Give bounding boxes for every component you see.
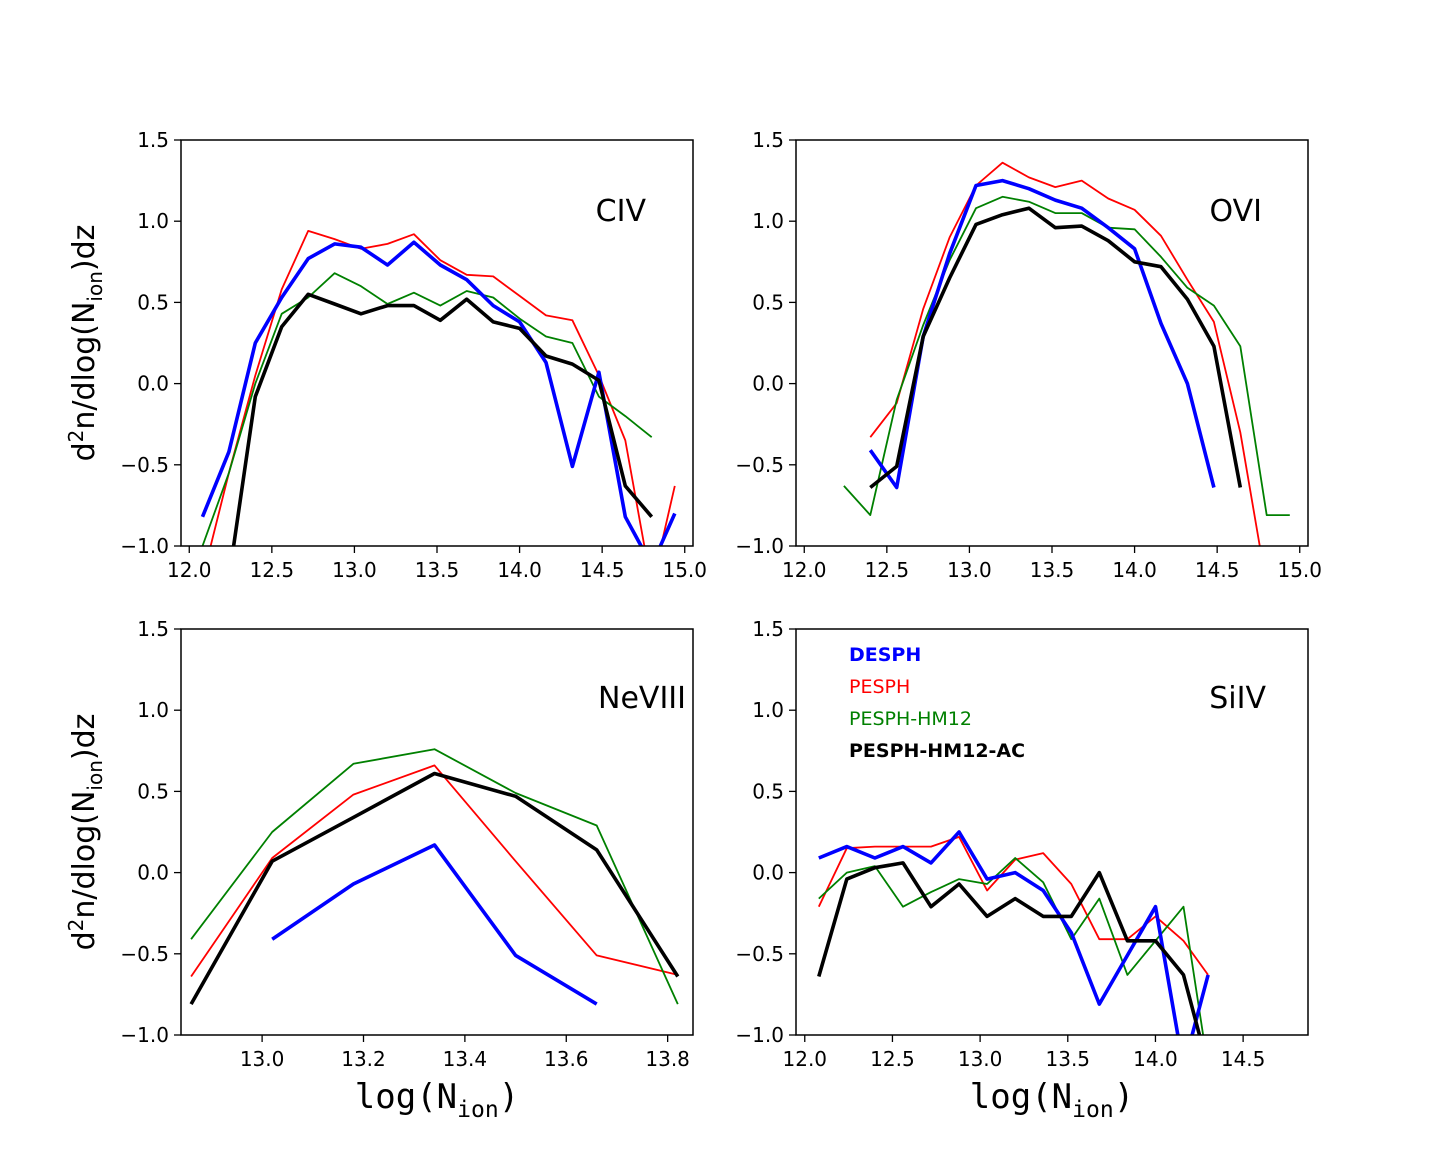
xtick-label: 13.6 [544,1047,589,1071]
ytick-label: 0.0 [752,861,784,885]
panel-title-ovi: OVI [1210,194,1262,229]
ytick-label: 0.5 [752,290,784,314]
xtick-label: 12.0 [167,558,212,582]
xtick-label: 14.5 [1195,558,1240,582]
xtick-label: 13.0 [947,558,992,582]
xtick-label: 12.0 [783,1047,828,1071]
ytick-label: 0.0 [137,372,169,396]
xtick-label: 13.4 [443,1047,488,1071]
ytick-label: 1.0 [137,209,169,233]
ytick-label: 0.5 [752,779,784,803]
xtick-label: 13.8 [645,1047,690,1071]
lines-ovi [843,161,1290,546]
yticks-ovi: −1.0 −0.5 0.0 0.5 1.0 1.5 [735,128,796,558]
ytick-label: 1.5 [752,617,784,641]
lines-neviii [189,748,680,1006]
legend: DESPH PESPH PESPH-HM12 PESPH-HM12-AC [849,644,1025,762]
series-neviii-pesph-hm12 [190,748,679,1005]
panel-civ: 12.0 12.5 13.0 13.5 14.0 14.5 15.0 −1.0 −0.5 0.0… [120,128,707,582]
series-civ-pesph-hm12 [201,272,653,546]
panel-siiv: 12.0 12.5 13.0 13.5 14.0 14.5 −1.0 −0.5 0.0 0.5 1… [735,617,1309,1071]
ytick-label: 1.0 [752,698,784,722]
ytick-label: 1.5 [137,617,169,641]
series-ovi-pesph-hm12 [843,195,1290,516]
xtick-label: 14.5 [580,558,625,582]
ylabel-top: d2n/dlog(Nion)dz [64,225,107,462]
yticks-neviii: −1.0 −0.5 0.0 0.5 1.0 1.5 [120,617,181,1047]
xtick-label: 13.0 [958,1047,1003,1071]
series-ovi-desph [868,178,1216,490]
xtick-label: 13.2 [341,1047,386,1071]
xtick-label: 13.0 [332,558,377,582]
ylabel-bottom: d2n/dlog(Nion)dz [64,714,107,951]
series-ovi-pesph [869,161,1261,546]
ytick-label: −1.0 [120,1023,169,1047]
series-siiv-pesph-hm12-ac [817,861,1202,1035]
ytick-label: 1.0 [137,698,169,722]
panel-neviii: 13.0 13.2 13.4 13.6 13.8 −1.0 −0.5 0.0 0.5 1.0 1.… [120,617,694,1071]
ytick-label: 0.5 [137,779,169,803]
ytick-label: 1.0 [752,209,784,233]
xticks-ovi: 12.0 12.5 13.0 13.5 14.0 14.5 15.0 [782,546,1322,582]
lines-siiv [817,830,1210,1035]
xtick-label: 14.0 [497,558,542,582]
ytick-label: −1.0 [735,534,784,558]
ytick-label: −1.0 [735,1023,784,1047]
panel-title-neviii: NeVIII [598,681,686,716]
xtick-label: 14.0 [1112,558,1157,582]
series-siiv-pesph-hm12 [818,857,1205,1035]
lines-civ [200,229,677,546]
xlabel-siiv: log(Nion) [970,1077,1134,1123]
series-siiv-desph [818,830,1210,1035]
yticks-siiv: −1.0 −0.5 0.0 0.5 1.0 1.5 [735,617,796,1047]
panel-ovi: 12.0 12.5 13.0 13.5 14.0 14.5 15.0 −1.0 −0.5 0.0… [735,128,1322,582]
xtick-label: 14.0 [1133,1047,1178,1071]
xtick-label: 13.5 [1046,1047,1091,1071]
xtick-label: 15.0 [1277,558,1322,582]
panel-title-siiv: SiIV [1209,681,1266,716]
series-civ-pesph-hm12-ac [231,292,654,546]
ytick-label: −0.5 [120,453,169,477]
xticks-siiv: 12.0 12.5 13.0 13.5 14.0 14.5 [783,1035,1266,1071]
legend-entry-pesph-hm12: PESPH-HM12 [849,708,972,730]
ytick-label: 0.0 [137,861,169,885]
ytick-label: −0.5 [735,453,784,477]
xticks-neviii: 13.0 13.2 13.4 13.6 13.8 [240,1035,690,1071]
legend-entry-desph: DESPH [849,644,921,666]
series-civ-desph [200,240,677,546]
legend-entry-pesph-hm12-ac: PESPH-HM12-AC [849,740,1025,762]
xtick-label: 14.5 [1221,1047,1266,1071]
ytick-label: −0.5 [735,942,784,966]
ytick-label: 1.5 [137,128,169,152]
frame-siiv [795,628,1309,1036]
ytick-label: 1.5 [752,128,784,152]
xtick-label: 13.5 [415,558,460,582]
ytick-label: 0.5 [137,290,169,314]
xtick-label: 13.0 [240,1047,285,1071]
xtick-label: 12.0 [782,558,827,582]
series-neviii-desph [271,843,598,1006]
frame-neviii [180,628,694,1036]
ytick-label: −1.0 [120,534,169,558]
yticks-civ: −1.0 −0.5 0.0 0.5 1.0 1.5 [120,128,181,558]
xticks-civ: 12.0 12.5 13.0 13.5 14.0 14.5 15.0 [167,546,707,582]
xtick-label: 15.0 [662,558,707,582]
xtick-label: 12.5 [870,1047,915,1071]
xlabel-neviii: log(Nion) [355,1077,519,1123]
series-neviii-pesph-hm12-ac [189,771,680,1005]
panel-title-civ: CIV [596,194,647,229]
series-neviii-pesph [190,764,679,978]
series-ovi-pesph-hm12-ac [869,206,1243,489]
legend-entry-pesph: PESPH [849,676,910,698]
xtick-label: 13.5 [1030,558,1075,582]
ytick-label: 0.0 [752,372,784,396]
xtick-label: 12.5 [865,558,910,582]
ytick-label: −0.5 [120,942,169,966]
xtick-label: 12.5 [250,558,295,582]
